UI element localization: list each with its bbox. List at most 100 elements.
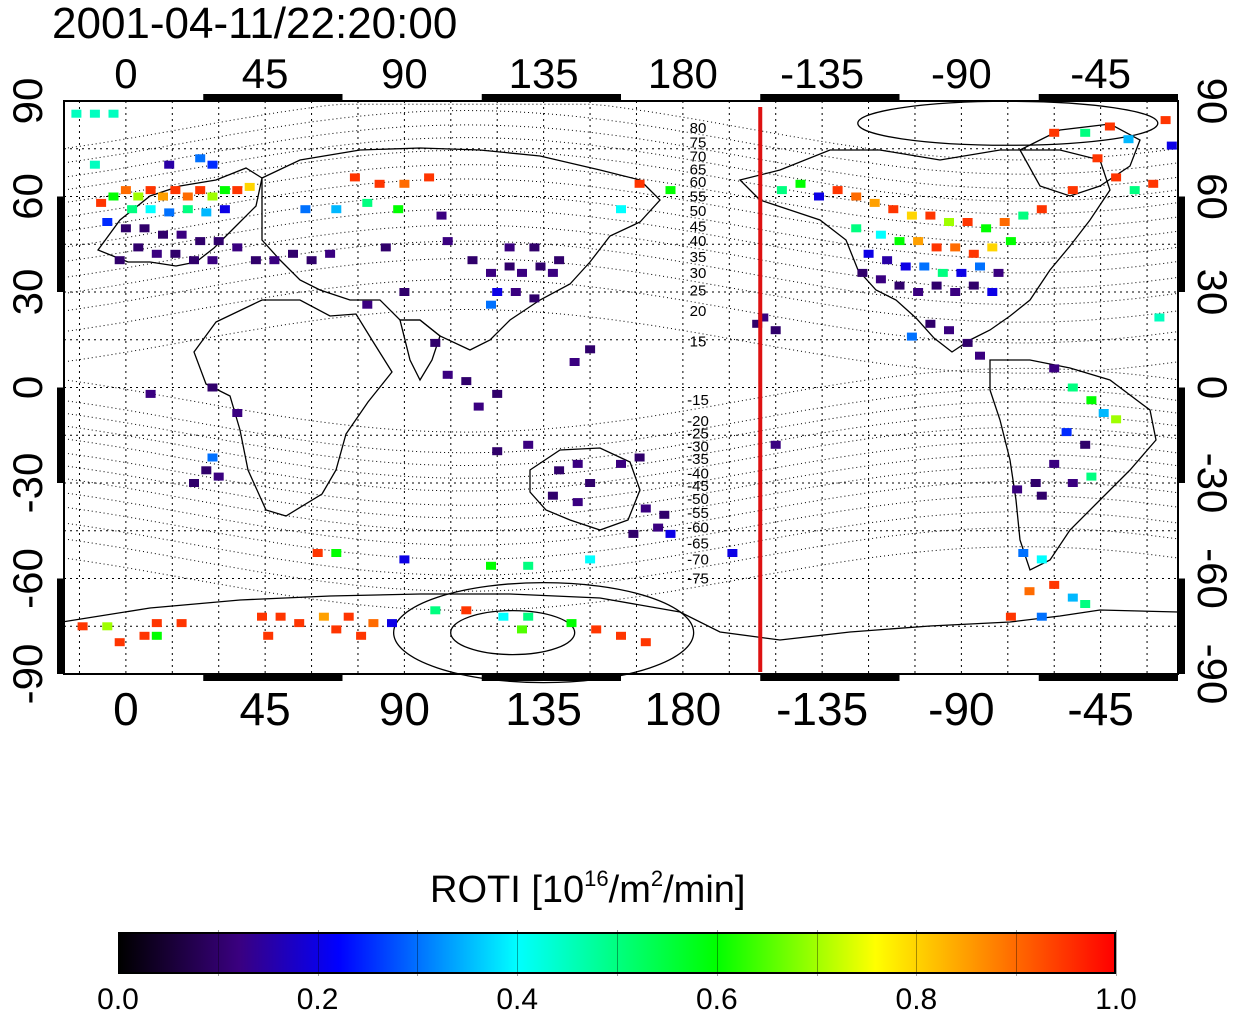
roti-point	[207, 383, 218, 392]
right-tick-bar	[1178, 387, 1185, 483]
roti-point	[572, 459, 583, 468]
roti-point	[925, 319, 936, 328]
contour-label: 75	[690, 134, 707, 151]
roti-point	[120, 186, 131, 195]
bottom-tick-bar	[481, 674, 621, 681]
coastline-africa	[193, 299, 393, 517]
magnetic-contour	[63, 480, 1179, 546]
contour-label: -50	[687, 491, 709, 508]
roti-point	[145, 205, 156, 214]
contour-label: 50	[690, 203, 707, 220]
roti-point	[547, 268, 558, 277]
left-tick-bar	[57, 387, 64, 483]
roti-point	[492, 288, 503, 296]
roti-point	[752, 319, 763, 328]
roti-point	[158, 192, 168, 201]
roti-point	[517, 268, 527, 277]
left-latitude-label: 0	[4, 376, 51, 399]
map-frame	[63, 100, 1179, 675]
contour-label: -70	[687, 551, 709, 568]
roti-point	[566, 619, 577, 628]
roti-point	[931, 281, 942, 290]
colorbar-title-main: ROTI [10	[430, 869, 585, 911]
right-latitude-label: -90	[1189, 644, 1236, 705]
coastline-asia	[261, 147, 661, 351]
roti-point	[219, 186, 230, 195]
top-longitude-label: -45	[1070, 50, 1131, 97]
coastline-south-america	[989, 359, 1157, 571]
contour-label: -65	[687, 536, 709, 553]
magnetic-latitude-contours	[63, 100, 1179, 684]
roti-point	[263, 631, 274, 640]
magnetic-pole-contour-south-outer	[392, 581, 695, 684]
magnetic-contour	[63, 149, 1179, 215]
roti-point	[300, 205, 311, 214]
top-tick-bar	[481, 94, 621, 101]
top-longitude-label: 45	[242, 50, 289, 97]
roti-point	[894, 281, 905, 290]
roti-point	[987, 288, 998, 296]
roti-point	[461, 377, 472, 386]
roti-point	[913, 288, 924, 296]
roti-point	[981, 224, 992, 233]
magnetic-pole-contour-south	[450, 609, 576, 656]
roti-point	[1086, 472, 1097, 481]
roti-point	[219, 205, 230, 214]
roti-point	[257, 612, 267, 621]
roti-point	[1111, 415, 1122, 424]
axis-tick-labels: 0045459090135135180180-135-135-90-90-45-…	[4, 50, 1236, 735]
roti-point	[442, 237, 453, 246]
right-tick-bar	[1178, 578, 1185, 674]
contour-label: 45	[690, 219, 707, 236]
roti-point	[232, 186, 243, 195]
roti-point	[250, 256, 261, 265]
roti-point	[1148, 179, 1159, 188]
roti-point	[616, 631, 626, 640]
roti-point	[492, 389, 503, 398]
left-latitude-label: 60	[4, 173, 51, 220]
contour-label: 30	[690, 265, 707, 282]
top-longitude-label: 0	[114, 50, 137, 97]
roti-point	[634, 453, 645, 462]
contour-label: 40	[690, 233, 707, 250]
roti-point	[1036, 555, 1047, 564]
roti-point	[1061, 428, 1072, 437]
roti-point	[133, 243, 144, 252]
coastlines	[61, 123, 1179, 641]
magnetic-contour	[63, 109, 1179, 175]
roti-point	[591, 625, 602, 634]
roti-point	[164, 208, 175, 217]
colorbar-tick	[1116, 930, 1118, 976]
roti-point	[950, 288, 961, 296]
roti-point	[1166, 141, 1177, 150]
roti-point	[195, 154, 206, 163]
roti-point	[430, 606, 441, 615]
roti-point	[1080, 600, 1091, 608]
roti-point	[424, 173, 435, 182]
roti-point	[585, 345, 596, 354]
roti-point	[331, 625, 342, 634]
roti-point	[1067, 186, 1078, 195]
roti-point	[139, 631, 150, 640]
roti-point	[195, 237, 206, 246]
roti-point	[1024, 587, 1035, 596]
roti-point	[1080, 440, 1091, 449]
roti-point	[380, 243, 391, 252]
roti-point	[925, 211, 936, 220]
magnetic-contour	[63, 208, 1179, 274]
bottom-longitude-label: 135	[505, 683, 582, 735]
roti-point	[919, 262, 930, 271]
top-longitude-label: 90	[381, 50, 428, 97]
roti-point	[114, 256, 125, 265]
roti-point	[504, 262, 515, 271]
roti-point	[102, 622, 113, 631]
roti-point	[399, 179, 410, 188]
roti-point	[207, 453, 218, 462]
roti-point	[356, 631, 367, 640]
colorbar-tick	[317, 930, 320, 976]
roti-point	[975, 262, 985, 271]
top-longitude-label: -135	[780, 50, 864, 97]
roti-point	[368, 619, 379, 628]
roti-point	[331, 549, 342, 557]
